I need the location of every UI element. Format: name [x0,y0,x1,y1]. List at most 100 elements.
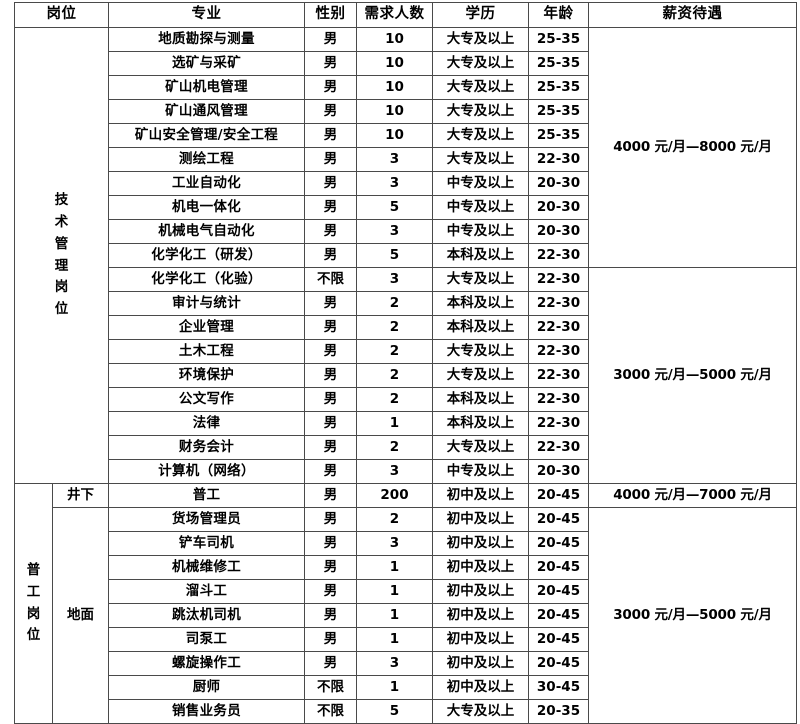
table-row: 机械维修工男 1 初中及以上 20-45 [15,555,797,580]
cell-age: 20-45 [528,555,589,580]
cell-education: 初中及以上 [432,555,529,580]
cell-education: 本科及以上 [432,291,529,316]
cell-education: 大专及以上 [432,75,529,100]
cell-major: 铲车司机 [108,531,305,556]
cell-major: 计算机（网络） [108,459,305,484]
cell-gender: 男 [304,291,357,316]
cell-age: 20-35 [528,699,589,724]
cell-salary: 4000 元/月—7000 元/月 [588,483,797,508]
cell-count: 1 [356,411,433,436]
table-body: 技术管理岗位地质勘探与测量男 10 大专及以上 25-35 4000 元/月—8000 … [14,27,797,724]
cell-gender: 男 [304,75,357,100]
cell-gender: 男 [304,531,357,556]
cell-count: 3 [356,651,433,676]
column-header-count: 需求人数 [356,2,433,28]
cell-gender: 男 [304,339,357,364]
cell-gender: 男 [304,99,357,124]
group-category-cell: 普工岗位 [14,483,53,724]
cell-education: 初中及以上 [432,603,529,628]
cell-major: 选矿与采矿 [108,51,305,76]
cell-major: 公文写作 [108,387,305,412]
cell-age: 20-30 [528,459,589,484]
table-row: 法律男 1 本科及以上 22-30 [15,411,797,436]
table-row: 矿山通风管理男 10 大专及以上 25-35 [15,99,797,124]
cell-education: 大专及以上 [432,339,529,364]
cell-gender: 男 [304,171,357,196]
table-row: 计算机（网络）男 3 中专及以上 20-30 [15,459,797,484]
cell-gender: 男 [304,435,357,460]
column-header-major: 专业 [108,2,305,28]
table-row: 机电一体化男 5 中专及以上 20-30 [15,195,797,220]
cell-gender: 男 [304,123,357,148]
table-row: 机械电气自动化男 3 中专及以上 20-30 [15,219,797,244]
cell-gender: 男 [304,51,357,76]
cell-count: 5 [356,243,433,268]
cell-major: 法律 [108,411,305,436]
cell-count: 2 [356,507,433,532]
cell-education: 中专及以上 [432,459,529,484]
cell-age: 25-35 [528,123,589,148]
cell-age: 20-45 [528,603,589,628]
job-requirements-table: 岗位 专业 性别 需求人数 学历 年龄 薪资待遇 技术管理岗位地质勘探与测量男 1… [14,2,797,724]
cell-education: 中专及以上 [432,171,529,196]
cell-gender: 不限 [304,675,357,700]
cell-education: 大专及以上 [432,123,529,148]
cell-major: 厨师 [108,675,305,700]
cell-count: 1 [356,603,433,628]
cell-count: 2 [356,387,433,412]
table-header: 岗位 专业 性别 需求人数 学历 年龄 薪资待遇 [14,2,797,28]
cell-count: 200 [356,483,433,508]
cell-education: 大专及以上 [432,147,529,172]
group-subcategory-cell: 地面 [52,507,109,724]
cell-age: 22-30 [528,339,589,364]
cell-count: 1 [356,675,433,700]
cell-major: 矿山安全管理/安全工程 [108,123,305,148]
cell-gender: 男 [304,387,357,412]
cell-gender: 男 [304,315,357,340]
table-row: 矿山机电管理男 10 大专及以上 25-35 [15,75,797,100]
cell-count: 10 [356,99,433,124]
table-row: 技术管理岗位地质勘探与测量男 10 大专及以上 25-35 4000 元/月—8000 … [14,27,797,484]
cell-salary: 3000 元/月—5000 元/月 [588,267,797,484]
cell-major: 化学化工（化验） [108,267,305,292]
cell-count: 2 [356,315,433,340]
cell-major: 工业自动化 [108,171,305,196]
cell-age: 22-30 [528,435,589,460]
cell-age: 22-30 [528,315,589,340]
cell-education: 本科及以上 [432,315,529,340]
cell-education: 大专及以上 [432,51,529,76]
table-row: 环境保护男 2 大专及以上 22-30 [15,363,797,388]
cell-age: 25-35 [528,99,589,124]
cell-age: 30-45 [528,675,589,700]
cell-age: 22-30 [528,291,589,316]
cell-count: 3 [356,531,433,556]
cell-gender: 男 [304,219,357,244]
cell-gender: 男 [304,27,357,52]
cell-count: 3 [356,147,433,172]
cell-gender: 男 [304,411,357,436]
cell-gender: 男 [304,507,357,532]
cell-age: 22-30 [528,363,589,388]
cell-gender: 男 [304,147,357,172]
table-row: 化学化工（研发）男 5 本科及以上 22-30 [15,243,797,268]
cell-major: 矿山通风管理 [108,99,305,124]
cell-education: 初中及以上 [432,483,529,508]
cell-gender: 男 [304,243,357,268]
table-row: 铲车司机男 3 初中及以上 20-45 [15,531,797,556]
cell-major: 机械电气自动化 [108,219,305,244]
cell-education: 初中及以上 [432,651,529,676]
column-header-age: 年龄 [528,2,589,28]
cell-major: 销售业务员 [108,699,305,724]
column-header-education: 学历 [432,2,529,28]
cell-age: 20-30 [528,219,589,244]
job-requirements-sheet: 岗位 专业 性别 需求人数 学历 年龄 薪资待遇 技术管理岗位地质勘探与测量男 1… [14,2,797,724]
cell-education: 本科及以上 [432,411,529,436]
cell-count: 10 [356,51,433,76]
table-row: 选矿与采矿男 10 大专及以上 25-35 [15,51,797,76]
cell-age: 22-30 [528,411,589,436]
cell-gender: 男 [304,603,357,628]
cell-major: 矿山机电管理 [108,75,305,100]
cell-gender: 男 [304,483,357,508]
cell-gender: 男 [304,363,357,388]
cell-education: 初中及以上 [432,627,529,652]
